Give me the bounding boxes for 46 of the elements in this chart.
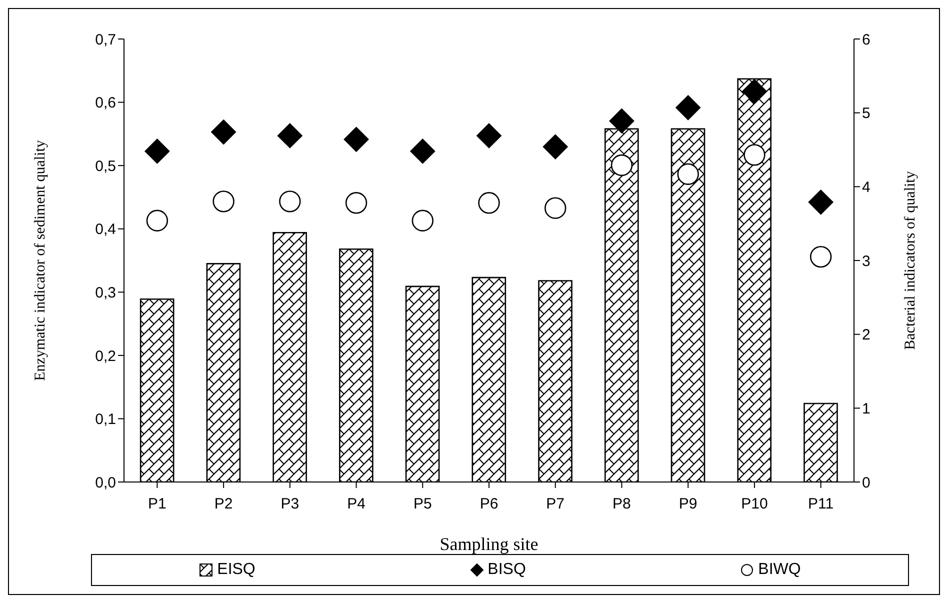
point [277, 123, 302, 148]
y-axis-title: Enzymatic indicator of sediment quality [32, 140, 48, 381]
point [742, 78, 767, 104]
point [344, 126, 369, 152]
y2-tick-label: 2 [862, 326, 870, 344]
y-tick-label: 0,5 [95, 158, 116, 175]
y-tick-label: 0,4 [95, 221, 116, 238]
point [542, 134, 568, 160]
x-tick-label: P2 [214, 496, 233, 513]
point [476, 123, 502, 148]
y2-tick-label: 1 [862, 400, 870, 418]
x-tick-label: P10 [741, 496, 768, 513]
y2-tick-label: 6 [862, 31, 870, 48]
legend-label: BIWQ [757, 561, 801, 579]
point [144, 138, 170, 164]
y2-tick-label: 5 [862, 105, 870, 122]
point [211, 120, 236, 145]
y2-tick-label: 0 [862, 474, 870, 492]
x-tick-label: P8 [612, 496, 631, 513]
y-tick-label: 0,3 [95, 284, 116, 302]
y-tick-label: 0,7 [95, 31, 116, 48]
point [609, 108, 634, 134]
x-tick-label: P5 [413, 496, 432, 513]
point [676, 95, 701, 120]
x-tick-label: P7 [546, 496, 565, 513]
y2-tick-label: 3 [862, 252, 870, 270]
x-tick-label: P1 [148, 496, 166, 513]
point [744, 144, 766, 166]
point [808, 190, 834, 215]
x-tick-label: P4 [347, 496, 366, 513]
x-axis-title: Sampling site [440, 534, 538, 554]
x-tick-label: P9 [678, 496, 698, 513]
y-tick-label: 0,2 [95, 348, 116, 365]
legend-label: BISQ [486, 561, 526, 579]
point [410, 138, 436, 164]
y2-axis-title: Bacterial indicators of quality [902, 170, 918, 350]
point [610, 154, 633, 176]
x-tick-label: P3 [280, 496, 300, 513]
point [677, 163, 699, 185]
y-tick-label: 0,1 [95, 411, 116, 428]
y-tick-label: 0,0 [95, 474, 116, 492]
legend-label: EISQ [216, 561, 256, 579]
x-tick-label: P6 [480, 496, 498, 513]
x-tick-label: P11 [808, 496, 834, 513]
y-tick-label: 0,6 [95, 94, 116, 112]
y2-tick-label: 4 [862, 178, 870, 196]
